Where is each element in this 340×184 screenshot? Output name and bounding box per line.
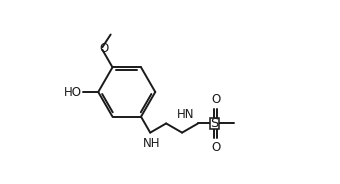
Text: HN: HN	[177, 108, 194, 121]
Text: O: O	[211, 93, 220, 106]
FancyBboxPatch shape	[210, 118, 219, 129]
Text: S: S	[210, 117, 219, 130]
Text: HO: HO	[64, 86, 82, 98]
Text: NH: NH	[142, 137, 160, 150]
Text: O: O	[99, 42, 108, 55]
Text: O: O	[211, 141, 220, 154]
